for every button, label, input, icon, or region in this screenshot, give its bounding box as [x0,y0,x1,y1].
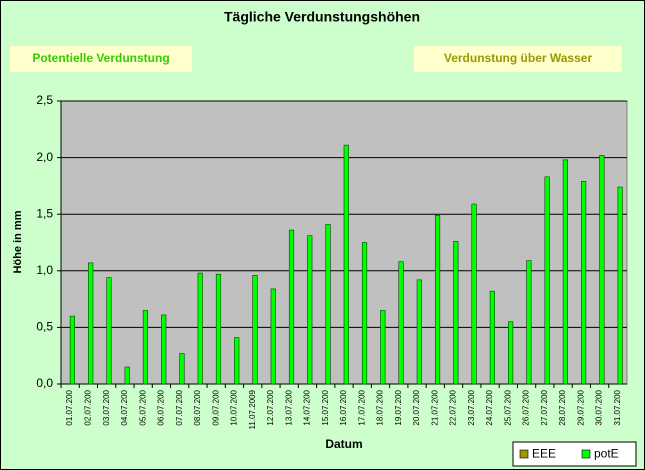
x-tick-label: 29.07.200 [576,389,585,425]
chart-title: Tägliche Verdunstungshöhen [224,9,420,25]
x-tick-label: 10.07.200 [230,389,239,425]
bar [124,366,130,385]
bar [380,310,386,385]
bar [599,155,605,385]
legend-swatch [519,449,529,459]
x-tick-label: 05.07.200 [138,389,147,425]
annotation: Potentielle Verdunstung [32,51,169,65]
x-tick-label: 13.07.200 [284,389,293,425]
y-tick-label: 0,0 [36,376,53,390]
legend-label: potE [594,447,619,461]
x-tick-label: 08.07.200 [193,389,202,425]
bar [252,275,258,385]
bar [270,288,276,385]
x-tick-label: 09.07.200 [211,389,220,425]
bar [398,261,404,385]
x-tick-label: 27.07.200 [540,389,549,425]
bar [69,315,75,385]
bar [489,290,495,385]
legend-label: EEE [532,447,556,461]
bar [325,224,331,385]
bar [179,353,185,385]
x-tick-label: 17.07.200 [357,389,366,425]
x-tick-label: 01.07.200 [65,389,74,425]
y-tick-label: 0,5 [36,320,53,334]
x-tick-label: 07.07.200 [175,389,184,425]
x-tick-label: 26.07.200 [522,389,531,425]
bar [416,279,422,385]
bar [581,181,587,385]
legend [512,441,637,467]
x-tick-label: 30.07.200 [595,389,604,425]
x-tick-label: 24.07.200 [485,389,494,425]
x-tick-label: 04.07.200 [120,389,129,425]
x-tick-label: 31.07.200 [613,389,622,425]
annotation: Verdunstung über Wasser [444,51,593,65]
x-tick-label: 23.07.200 [467,389,476,425]
bar [434,215,441,385]
bar [471,203,477,385]
bar [453,241,459,385]
bar [197,272,203,385]
x-tick-label: 25.07.200 [503,389,512,425]
x-axis-label: Datum [325,437,362,451]
x-tick-label: 11.07.2009 [248,389,257,429]
y-axis-label: Höhe in mm [12,210,24,273]
bar [234,337,240,385]
annotation-box [414,46,622,72]
bar [343,144,349,385]
x-tick-label: 20.07.200 [412,389,421,425]
y-tick-label: 2,5 [36,93,53,107]
x-tick-label: 16.07.200 [339,389,348,425]
x-tick-label: 21.07.200 [430,389,439,425]
x-tick-label: 22.07.200 [449,389,458,425]
x-tick-label: 14.07.200 [303,389,312,425]
bar [526,260,532,385]
x-tick-label: 28.07.200 [558,389,567,425]
bar [215,273,222,385]
x-tick-label: 06.07.200 [157,389,166,425]
x-tick-label: 03.07.200 [102,389,111,425]
bar [361,242,368,385]
bar [142,310,149,385]
bar [161,314,167,385]
x-tick-label: 18.07.200 [376,389,385,425]
bar [562,159,568,385]
y-tick-label: 2,0 [36,150,53,164]
bar [508,321,514,385]
bar [544,176,550,385]
x-tick-label: 02.07.200 [83,389,92,425]
bar [288,229,295,385]
x-tick-label: 19.07.200 [394,389,403,425]
bar [88,262,94,385]
bar [307,235,313,385]
annotation-box [10,46,192,72]
legend-swatch [581,449,591,459]
x-tick-label: 12.07.200 [266,389,275,425]
bar [106,277,112,385]
x-tick-label: 15.07.200 [321,389,330,425]
y-tick-label: 1,0 [36,263,53,277]
y-tick-label: 1,5 [36,206,53,220]
bar [617,186,623,385]
